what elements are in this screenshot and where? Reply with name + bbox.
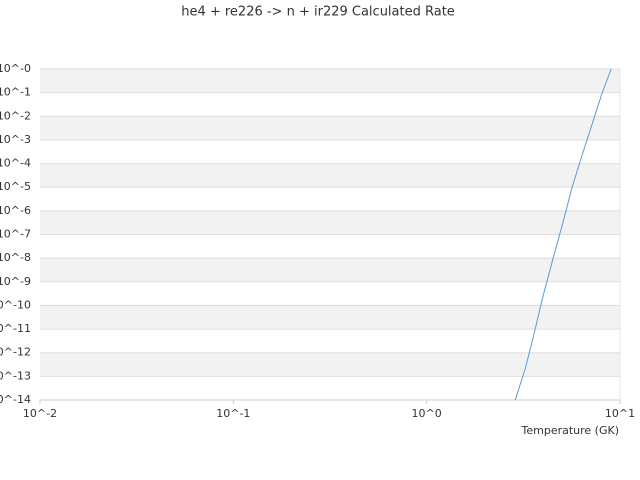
x-axis-label: Temperature (GK) (521, 424, 620, 437)
x-tick-label: 10^-2 (23, 407, 57, 420)
band (40, 69, 620, 93)
band (40, 352, 620, 377)
x-tick-label: 10^0 (412, 407, 442, 420)
y-tick-label: 10^-13 (0, 369, 31, 382)
y-tick-label: 10^-0 (0, 62, 31, 75)
y-tick-label: 10^-5 (0, 180, 31, 193)
x-tick-label: 10^1 (605, 407, 635, 420)
y-tick-label: 10^-12 (0, 346, 31, 359)
data-line (514, 68, 612, 401)
y-tick-label: 10^-4 (0, 157, 31, 170)
y-tick-label: 10^-2 (0, 109, 31, 122)
x-tick-label: 10^-1 (216, 407, 250, 420)
chart-title: he4 + re226 -> n + ir229 Calculated Rate (181, 5, 455, 20)
y-tick-label: 10^-7 (0, 228, 31, 241)
band (40, 258, 620, 282)
band (40, 210, 620, 235)
y-tick-label: 10^-3 (0, 133, 31, 146)
y-tick-label: 10^-9 (0, 275, 31, 288)
y-tick-label: 10^-10 (0, 298, 31, 311)
band (40, 116, 620, 140)
y-tick-label: 10^-6 (0, 204, 31, 217)
y-tick-label: 10^-8 (0, 251, 31, 264)
band (40, 305, 620, 330)
band (40, 163, 620, 188)
y-tick-label: 10^-11 (0, 322, 31, 335)
y-tick-label: 10^-1 (0, 86, 31, 99)
y-tick-label: 10^-14 (0, 393, 31, 406)
